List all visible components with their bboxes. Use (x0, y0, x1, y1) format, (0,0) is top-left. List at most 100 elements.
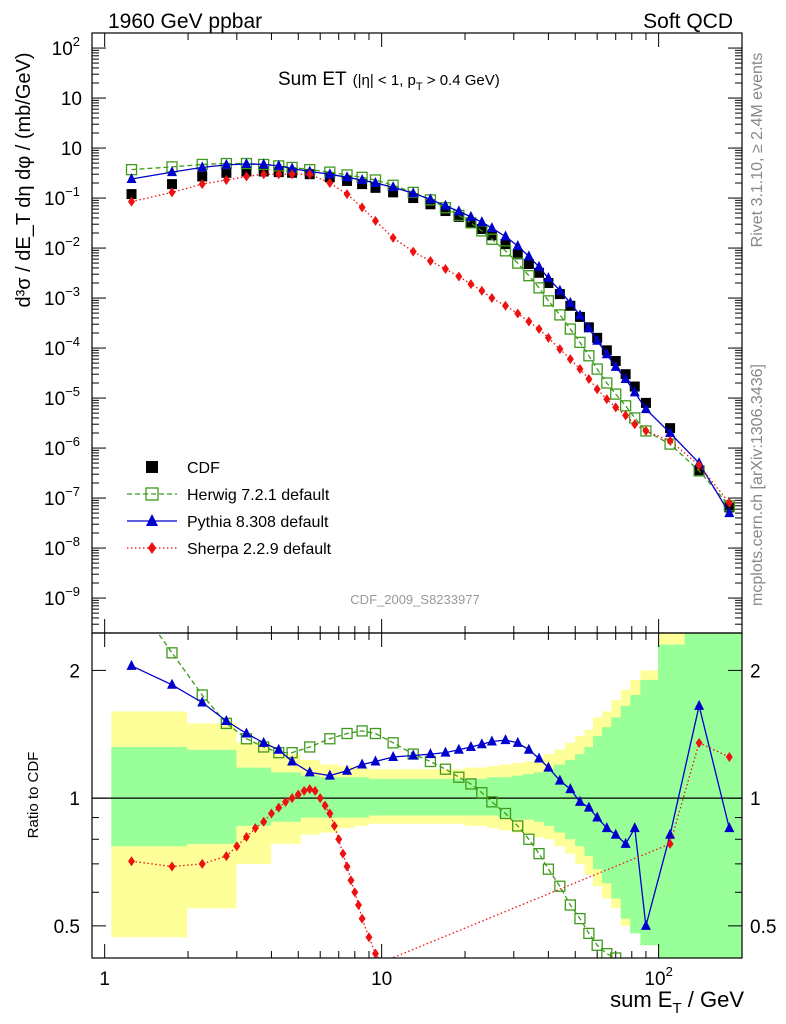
data-point (306, 784, 314, 795)
x-tick-label: 102 (644, 964, 672, 990)
data-point (221, 158, 232, 169)
data-point (388, 187, 399, 198)
data-point (576, 364, 584, 375)
data-point (371, 948, 379, 958)
data-point (601, 948, 613, 958)
data-point (501, 300, 509, 311)
data-point (512, 249, 523, 260)
legend-label: Pythia 8.308 default (187, 514, 329, 531)
data-point (242, 831, 250, 842)
uncertainty-bands (111, 633, 742, 958)
data-point (642, 425, 650, 436)
data-point (126, 659, 137, 670)
main-series-line (131, 162, 730, 507)
data-point (233, 841, 241, 852)
data-point (554, 774, 565, 785)
data-point (583, 322, 594, 333)
data-point (666, 838, 674, 849)
data-point (365, 932, 373, 943)
data-point (534, 260, 545, 271)
data-point (387, 737, 399, 749)
data-point (523, 250, 534, 261)
data-point (564, 323, 576, 335)
data-point (523, 743, 534, 754)
data-point (287, 162, 298, 173)
data-point (534, 752, 545, 763)
data-point (440, 746, 451, 757)
data-point (321, 800, 329, 811)
data-point (126, 189, 137, 200)
data-point (486, 735, 497, 746)
data-point (566, 354, 574, 365)
ratio-series-1 (126, 659, 735, 930)
data-point (166, 166, 177, 177)
data-point (523, 833, 535, 845)
data-point (146, 514, 158, 526)
data-point (260, 816, 268, 827)
analysis-id-label: CDF_2009_S8233977 (350, 592, 479, 607)
data-point (343, 861, 351, 872)
data-point (543, 278, 554, 288)
data-point (326, 808, 334, 819)
data-point (347, 875, 355, 886)
data-point (370, 177, 381, 187)
data-point (465, 778, 477, 790)
data-point (476, 224, 487, 235)
data-point (455, 271, 463, 282)
data-point (591, 363, 603, 375)
y-tick-label: 10−3 (44, 284, 80, 310)
data-point (476, 787, 488, 799)
data-point (356, 725, 368, 737)
legend-entry: Herwig 7.2.1 default (127, 487, 330, 504)
data-point (500, 230, 511, 241)
main-series-line (131, 163, 730, 514)
ratio-y-tick-label-right: 0.5 (750, 917, 776, 938)
y-tick-label: 10−1 (44, 184, 80, 210)
data-point (304, 741, 316, 753)
data-point (542, 863, 555, 875)
legend-label: Sherpa 2.2.9 default (187, 541, 332, 558)
ratio-y-tick-label-right: 1 (750, 789, 761, 810)
y-tick-label: 10−4 (44, 334, 80, 360)
data-point (316, 793, 324, 804)
data-point (665, 828, 676, 839)
data-point (381, 957, 383, 958)
legend-entry: Pythia 8.308 default (127, 514, 329, 531)
x-axis-label: sum ET / GeV (610, 987, 744, 1017)
ratio-y-tick-label-right: 2 (750, 661, 761, 682)
data-point (341, 727, 353, 740)
data-point (358, 202, 366, 213)
data-point (610, 828, 621, 839)
data-point (273, 743, 284, 754)
y-tick-label: 10−9 (44, 584, 80, 610)
data-point (453, 205, 464, 216)
y-tick-label: 10−2 (44, 234, 80, 260)
data-point (665, 427, 676, 437)
data-point (554, 309, 566, 321)
data-point (128, 856, 136, 867)
data-point (145, 487, 159, 501)
data-point (543, 272, 554, 283)
data-point (574, 309, 585, 320)
data-point (311, 785, 319, 796)
data-point (408, 187, 419, 198)
data-point (343, 189, 351, 200)
data-point (409, 246, 417, 257)
data-point (197, 161, 208, 172)
y-tick-label: 10 (61, 139, 82, 160)
data-point (147, 542, 157, 554)
data-point (486, 222, 497, 233)
data-point (282, 796, 290, 807)
data-point (441, 264, 449, 275)
data-point (388, 751, 399, 762)
data-point (166, 179, 177, 190)
data-point (273, 159, 284, 170)
data-point (358, 913, 366, 924)
data-point (500, 239, 511, 250)
data-point (601, 377, 613, 389)
data-point (166, 647, 178, 659)
data-point (583, 350, 595, 362)
data-point (453, 211, 464, 222)
data-point (425, 748, 436, 759)
data-point (512, 736, 523, 747)
